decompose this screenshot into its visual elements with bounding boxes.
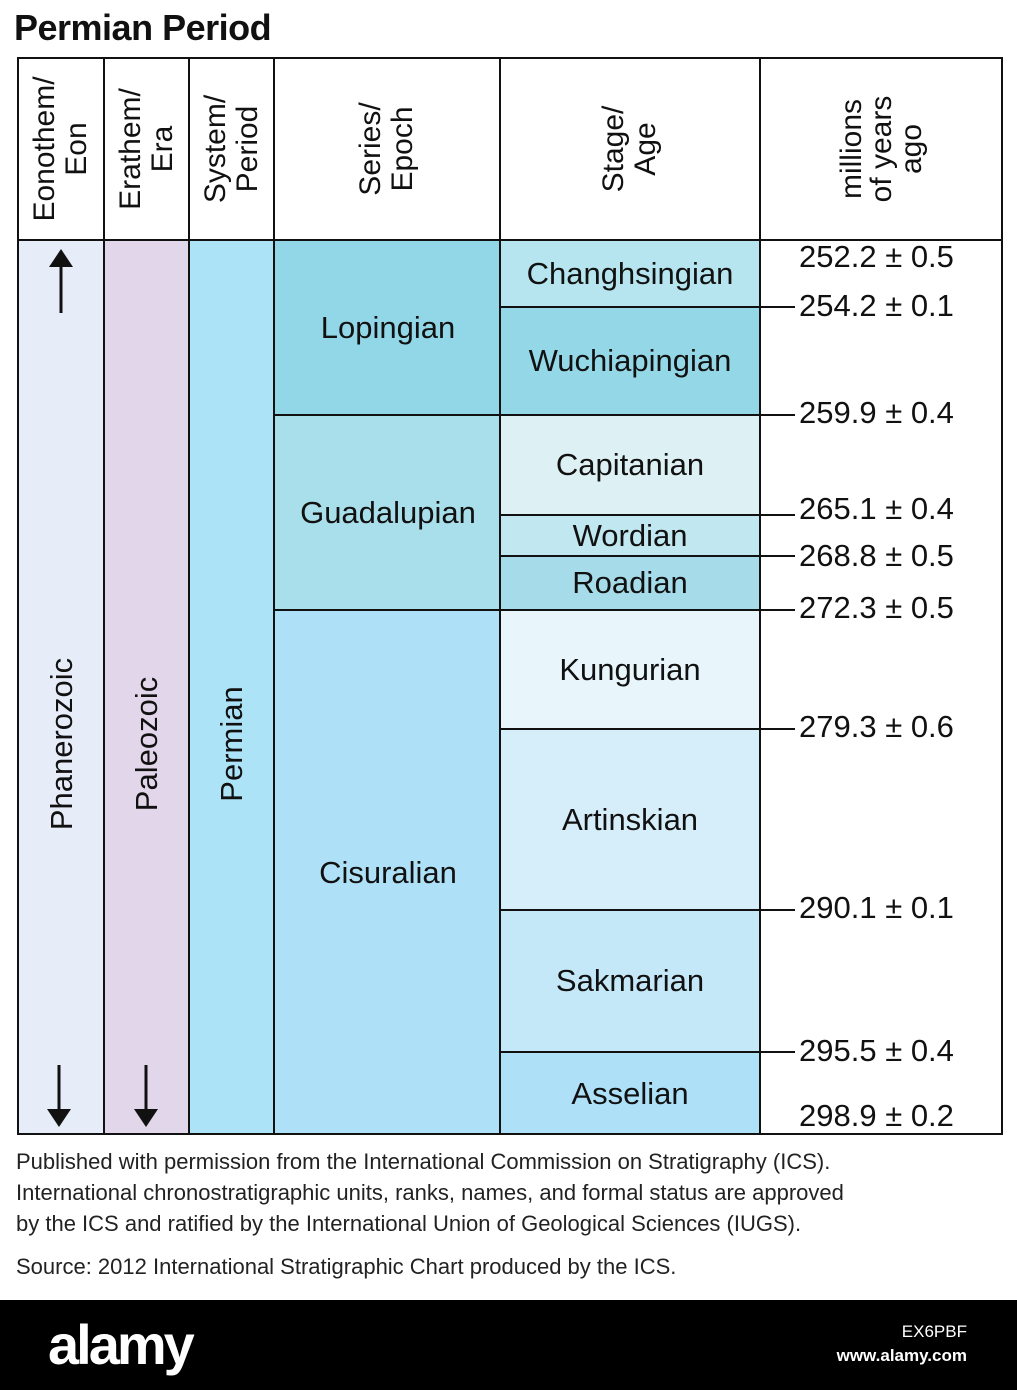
header-age-label: Stage/ Age	[597, 105, 662, 193]
stage-wordian: Wordian	[501, 515, 759, 556]
boundary-line	[499, 555, 795, 557]
header-period: System/ Period	[190, 59, 275, 239]
divider	[273, 241, 275, 1133]
stage-sakmarian: Sakmarian	[501, 910, 759, 1052]
header-mya: millions of years ago	[761, 59, 1001, 239]
down-arrow-icon	[134, 1065, 158, 1127]
era-column	[105, 241, 188, 1133]
stage-roadian: Roadian	[501, 556, 759, 610]
watermark-image-id: EX6PBF	[901, 1322, 967, 1341]
stage-artinskian: Artinskian	[501, 729, 759, 910]
stage-asselian: Asselian	[501, 1052, 759, 1133]
age-value: 298.9 ± 0.2	[799, 1098, 954, 1133]
divider	[499, 241, 501, 1133]
boundary-line	[499, 728, 795, 730]
divider	[103, 241, 105, 1133]
stage-changhsingian: Changhsingian	[501, 241, 759, 307]
footer-source: Source: 2012 International Stratigraphic…	[16, 1254, 677, 1279]
age-value: 272.3 ± 0.5	[799, 590, 954, 625]
age-value: 295.5 ± 0.4	[799, 1033, 954, 1068]
boundary-line	[499, 514, 795, 516]
boundary-line	[499, 306, 795, 308]
header-period-label: System/ Period	[198, 94, 264, 204]
header-divider	[19, 239, 1001, 241]
age-value: 265.1 ± 0.4	[799, 491, 954, 526]
age-value: 259.9 ± 0.4	[799, 395, 954, 430]
age-value: 268.8 ± 0.5	[799, 538, 954, 573]
watermark-site: www.alamy.com	[836, 1346, 967, 1365]
stage-kungurian: Kungurian	[501, 610, 759, 729]
header-mya-label: millions of years ago	[835, 95, 928, 203]
epoch-guadalupian: Guadalupian	[275, 415, 501, 610]
arrows-layer	[47, 249, 158, 1127]
stage-capitanian: Capitanian	[501, 415, 759, 515]
watermark-bar: alamy EX6PBF www.alamy.com	[0, 1300, 1017, 1390]
header-epoch: Series/ Epoch	[275, 59, 501, 239]
header-eon: Eonothem/ Eon	[19, 59, 105, 239]
epoch-lopingian: Lopingian	[275, 241, 501, 415]
divider	[759, 241, 761, 1133]
header-age: Stage/ Age	[501, 59, 761, 239]
stratigraphic-chart: Eonothem/ Eon Erathem/ Era System/ Perio…	[17, 57, 1003, 1135]
age-value: 254.2 ± 0.1	[799, 288, 954, 323]
period-column	[190, 241, 273, 1133]
epoch-cisuralian: Cisuralian	[275, 610, 501, 1133]
page-title: Permian Period	[14, 7, 272, 48]
eon-column	[19, 241, 103, 1133]
footer-line: International chronostratigraphic units,…	[16, 1180, 844, 1205]
divider	[188, 241, 190, 1133]
footer-line: Published with permission from the Inter…	[16, 1149, 831, 1174]
boundary-line	[499, 909, 795, 911]
up-arrow-icon	[49, 249, 73, 313]
boundary-line	[273, 609, 795, 611]
age-value: 290.1 ± 0.1	[799, 890, 954, 925]
boundary-line	[273, 414, 795, 416]
header-eon-label: Eonothem/ Eon	[28, 76, 93, 222]
boundary-line	[499, 1051, 795, 1053]
stage-wuchiapingian: Wuchiapingian	[501, 307, 759, 415]
header-era-label: Erathem/ Era	[113, 88, 179, 210]
header-epoch-label: Series/ Epoch	[354, 102, 419, 196]
age-value: 252.2 ± 0.5	[799, 239, 954, 274]
footer-line: by the ICS and ratified by the Internati…	[16, 1211, 802, 1236]
down-arrow-icon	[47, 1065, 71, 1127]
header-era: Erathem/ Era	[105, 59, 190, 239]
age-value: 279.3 ± 0.6	[799, 709, 954, 744]
watermark-logo: alamy	[48, 1313, 195, 1376]
